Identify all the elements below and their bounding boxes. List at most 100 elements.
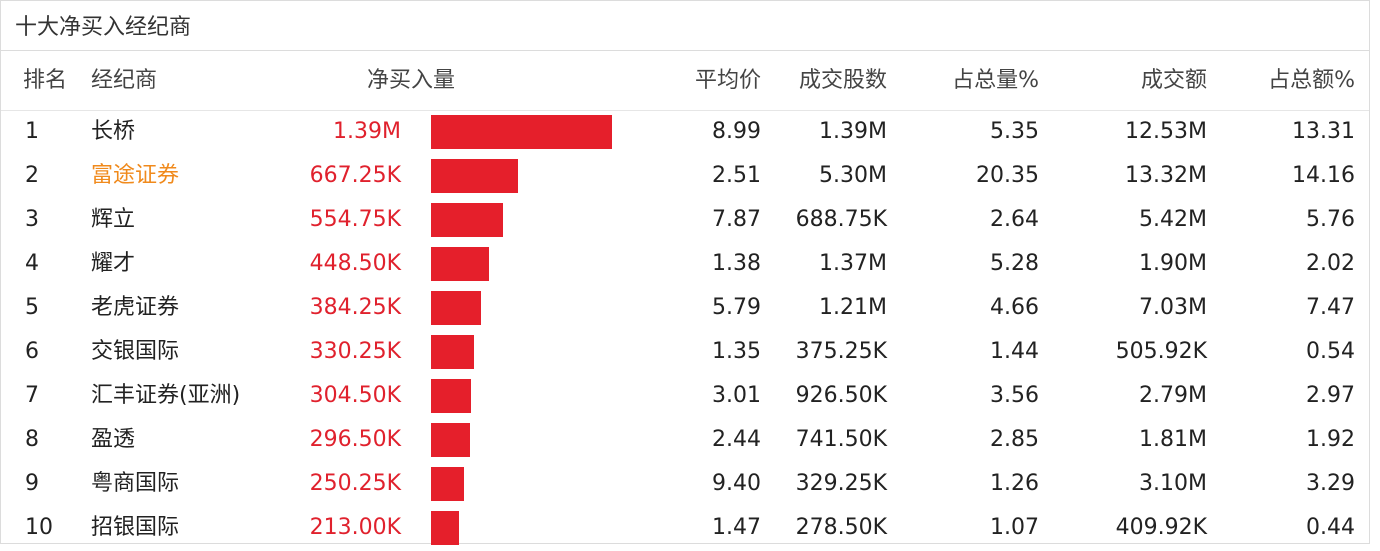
- table-row[interactable]: 9 粤商国际 250.25K 9.40 329.25K 1.26 3.10M 3.29: [1, 463, 1369, 507]
- rank-cell: 10: [25, 515, 53, 540]
- volume-cell: 278.50K: [795, 515, 887, 540]
- table-row[interactable]: 8 盈透 296.50K 2.44 741.50K 2.85 1.81M 1.92: [1, 419, 1369, 463]
- net-buy-bar: [431, 159, 518, 193]
- table-row[interactable]: 3 辉立 554.75K 7.87 688.75K 2.64 5.42M 5.76: [1, 199, 1369, 243]
- net-buy-value: 667.25K: [309, 163, 401, 188]
- rank-cell: 2: [25, 163, 39, 188]
- broker-name[interactable]: 招银国际: [91, 515, 180, 540]
- header-rank[interactable]: 排名: [23, 68, 68, 93]
- table-row[interactable]: 7 汇丰证券(亚洲) 304.50K 3.01 926.50K 3.56 2.79M 2.97: [1, 375, 1369, 419]
- broker-name[interactable]: 老虎证券: [91, 295, 180, 320]
- panel-title: 十大净买入经纪商: [15, 15, 192, 40]
- amount-pct-cell: 2.02: [1306, 251, 1355, 276]
- header-broker[interactable]: 经纪商: [91, 68, 158, 93]
- volume-pct-cell: 5.28: [990, 251, 1039, 276]
- broker-name[interactable]: 汇丰证券(亚洲): [91, 383, 241, 408]
- amount-cell: 5.42M: [1139, 207, 1207, 232]
- amount-pct-cell: 1.92: [1306, 427, 1355, 452]
- amount-pct-cell: 13.31: [1292, 119, 1355, 144]
- net-buy-value: 250.25K: [309, 471, 401, 496]
- net-buy-value: 554.75K: [309, 207, 401, 232]
- amount-cell: 1.90M: [1139, 251, 1207, 276]
- net-buy-bar: [431, 291, 481, 325]
- net-buy-bar: [431, 467, 464, 501]
- header-volume[interactable]: 成交股数: [798, 68, 887, 93]
- net-buy-bar: [431, 423, 470, 457]
- broker-name[interactable]: 交银国际: [91, 339, 180, 364]
- avg-price-cell: 2.44: [712, 427, 761, 452]
- volume-pct-cell: 20.35: [976, 163, 1039, 188]
- rank-cell: 7: [25, 383, 39, 408]
- avg-price-cell: 2.51: [712, 163, 761, 188]
- avg-price-cell: 7.87: [712, 207, 761, 232]
- volume-pct-cell: 4.66: [990, 295, 1039, 320]
- avg-price-cell: 1.38: [712, 251, 761, 276]
- rank-cell: 9: [25, 471, 39, 496]
- volume-pct-cell: 1.07: [990, 515, 1039, 540]
- header-amount[interactable]: 成交额: [1140, 68, 1207, 93]
- table-row[interactable]: 6 交银国际 330.25K 1.35 375.25K 1.44 505.92K 0.54: [1, 331, 1369, 375]
- volume-cell: 926.50K: [795, 383, 887, 408]
- amount-cell: 505.92K: [1115, 339, 1207, 364]
- rank-cell: 5: [25, 295, 39, 320]
- volume-cell: 1.39M: [819, 119, 887, 144]
- table-row[interactable]: 1 长桥 1.39M 8.99 1.39M 5.35 12.53M 13.31: [1, 111, 1369, 155]
- broker-name[interactable]: 粤商国际: [91, 471, 180, 496]
- amount-cell: 2.79M: [1139, 383, 1207, 408]
- avg-price-cell: 3.01: [712, 383, 761, 408]
- net-buy-value: 296.50K: [309, 427, 401, 452]
- net-buy-value: 213.00K: [309, 515, 401, 540]
- amount-pct-cell: 14.16: [1292, 163, 1355, 188]
- amount-pct-cell: 5.76: [1306, 207, 1355, 232]
- table-row[interactable]: 10 招银国际 213.00K 1.47 278.50K 1.07 409.92K 0.44: [1, 507, 1369, 551]
- broker-name[interactable]: 富途证券: [91, 163, 180, 188]
- header-amount-pct[interactable]: 占总额%: [1268, 68, 1355, 93]
- avg-price-cell: 1.47: [712, 515, 761, 540]
- rank-cell: 1: [25, 119, 39, 144]
- net-buy-bar: [431, 335, 474, 369]
- avg-price-cell: 9.40: [712, 471, 761, 496]
- amount-pct-cell: 2.97: [1306, 383, 1355, 408]
- header-volume-pct[interactable]: 占总量%: [952, 68, 1039, 93]
- net-buy-bar: [431, 203, 503, 237]
- rank-cell: 3: [25, 207, 39, 232]
- broker-name[interactable]: 盈透: [91, 427, 136, 452]
- volume-cell: 741.50K: [795, 427, 887, 452]
- header-avg-price[interactable]: 平均价: [694, 68, 761, 93]
- amount-cell: 12.53M: [1125, 119, 1207, 144]
- net-buy-value: 330.25K: [309, 339, 401, 364]
- amount-cell: 7.03M: [1139, 295, 1207, 320]
- broker-name[interactable]: 长桥: [91, 119, 136, 144]
- broker-name[interactable]: 辉立: [91, 207, 136, 232]
- amount-cell: 13.32M: [1125, 163, 1207, 188]
- volume-pct-cell: 2.85: [990, 427, 1039, 452]
- net-buy-bar: [431, 115, 612, 149]
- volume-cell: 329.25K: [795, 471, 887, 496]
- volume-pct-cell: 3.56: [990, 383, 1039, 408]
- volume-pct-cell: 5.35: [990, 119, 1039, 144]
- broker-name[interactable]: 耀才: [91, 251, 136, 276]
- header-net-buy[interactable]: 净买入量: [367, 68, 456, 93]
- net-buy-value: 448.50K: [309, 251, 401, 276]
- table-row[interactable]: 5 老虎证券 384.25K 5.79 1.21M 4.66 7.03M 7.47: [1, 287, 1369, 331]
- volume-pct-cell: 2.64: [990, 207, 1039, 232]
- rank-cell: 8: [25, 427, 39, 452]
- avg-price-cell: 5.79: [712, 295, 761, 320]
- panel-header: 十大净买入经纪商: [1, 1, 1369, 51]
- table-row[interactable]: 4 耀才 448.50K 1.38 1.37M 5.28 1.90M 2.02: [1, 243, 1369, 287]
- amount-cell: 1.81M: [1139, 427, 1207, 452]
- table-row[interactable]: 2 富途证券 667.25K 2.51 5.30M 20.35 13.32M 14.16: [1, 155, 1369, 199]
- amount-pct-cell: 0.54: [1306, 339, 1355, 364]
- volume-pct-cell: 1.44: [990, 339, 1039, 364]
- amount-pct-cell: 7.47: [1306, 295, 1355, 320]
- volume-cell: 1.37M: [819, 251, 887, 276]
- volume-cell: 5.30M: [819, 163, 887, 188]
- volume-cell: 688.75K: [795, 207, 887, 232]
- amount-pct-cell: 0.44: [1306, 515, 1355, 540]
- amount-cell: 3.10M: [1139, 471, 1207, 496]
- net-buy-value: 384.25K: [309, 295, 401, 320]
- net-buy-value: 1.39M: [333, 119, 401, 144]
- volume-pct-cell: 1.26: [990, 471, 1039, 496]
- net-buy-bar: [431, 511, 459, 545]
